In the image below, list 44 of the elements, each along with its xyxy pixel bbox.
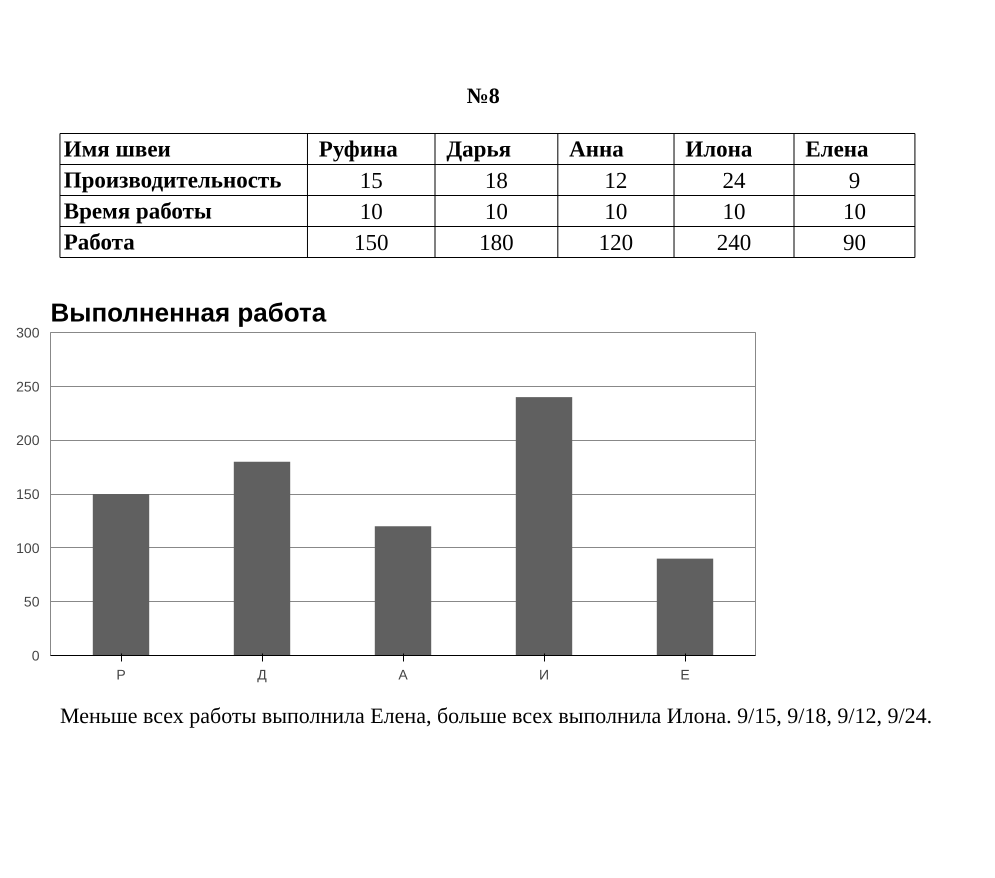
- y-tick-label: 300: [16, 324, 40, 340]
- text: Производительность: [64, 168, 282, 192]
- text: 24: [722, 168, 746, 193]
- y-tick-label: 50: [24, 594, 40, 610]
- bar: [92, 494, 150, 656]
- text: 12: [604, 168, 628, 193]
- text: Руфина: [318, 136, 398, 162]
- bar: [234, 462, 290, 656]
- bar: [656, 558, 714, 656]
- x-tick-label: Е: [680, 666, 690, 682]
- text: 15: [360, 168, 383, 193]
- bar: [516, 397, 572, 656]
- text: 10: [604, 199, 628, 224]
- x-tick-label: Д: [257, 666, 268, 682]
- x-tick-label: Р: [116, 666, 126, 682]
- text: 9: [848, 168, 860, 193]
- y-tick-label: 250: [16, 378, 40, 394]
- text: 120: [598, 230, 634, 255]
- text: 150: [354, 230, 388, 255]
- y-tick-label: 100: [16, 540, 40, 556]
- text: Илона: [685, 136, 753, 162]
- text: Имя швеи: [64, 136, 171, 162]
- chart-title: Выполненная работа: [50, 298, 327, 328]
- text: Дарья: [446, 136, 512, 162]
- text: Работа: [64, 230, 136, 254]
- text: Елена: [805, 136, 870, 162]
- text: 180: [479, 230, 514, 255]
- x-tick-label: А: [398, 666, 408, 682]
- y-tick-label: 200: [16, 432, 40, 448]
- x-tick-label: И: [538, 666, 550, 682]
- text: 10: [842, 199, 866, 224]
- text: 18: [484, 168, 508, 193]
- text: Время работы: [64, 198, 212, 224]
- text: 10: [484, 199, 508, 224]
- text: 90: [842, 230, 866, 255]
- text: 240: [716, 230, 752, 255]
- y-tick-label: 0: [32, 648, 40, 664]
- text: 10: [360, 199, 383, 224]
- bar: [374, 526, 432, 656]
- text: 10: [722, 199, 746, 224]
- y-tick-label: 150: [16, 486, 40, 502]
- text: №8: [466, 83, 500, 108]
- text: Анна: [569, 136, 624, 162]
- text: Меньше всех работы выполнила Елена, больше всех выполнила Илона. 9/15, 9/18, 9/12, 9/24.: [60, 703, 932, 728]
